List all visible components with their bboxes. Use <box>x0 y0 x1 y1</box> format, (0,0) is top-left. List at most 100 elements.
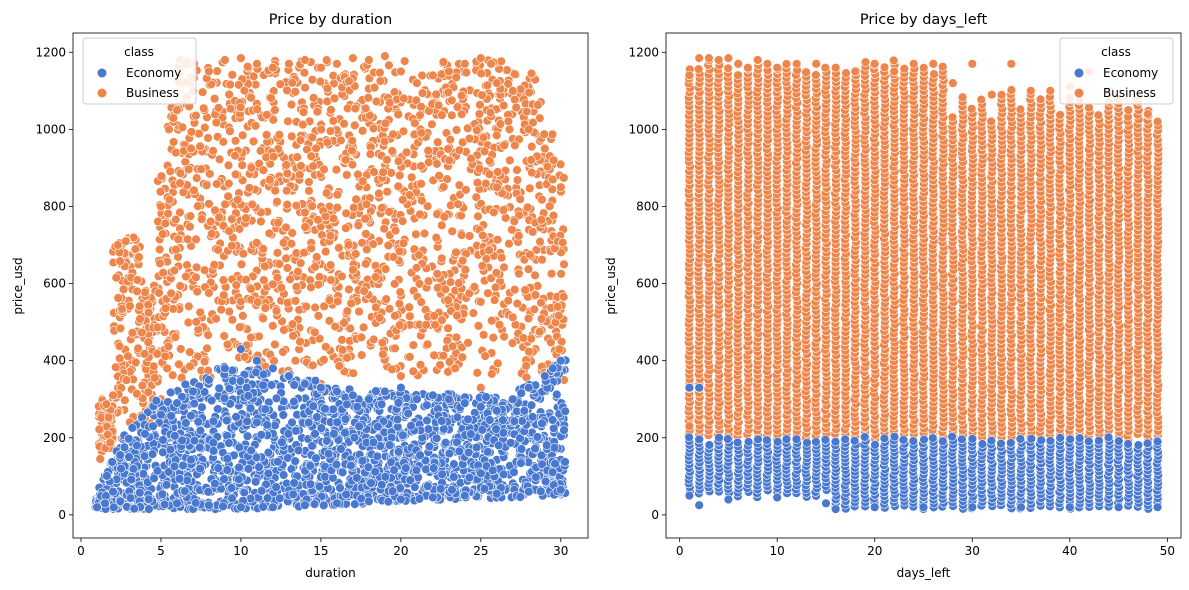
business-point <box>253 297 263 307</box>
economy-point <box>107 457 117 467</box>
business-point <box>535 113 545 123</box>
business-point <box>365 149 376 159</box>
business-point <box>481 178 491 189</box>
business-point <box>163 341 174 352</box>
economy-point <box>316 383 326 393</box>
business-point <box>422 339 433 349</box>
x-tick-label: 10 <box>233 544 248 558</box>
business-point <box>510 94 520 105</box>
business-point <box>272 248 283 258</box>
business-point <box>383 240 393 251</box>
business-point <box>416 101 426 112</box>
economy-point <box>447 485 457 495</box>
business-point <box>443 323 453 333</box>
business-point <box>155 244 165 255</box>
business-point <box>121 375 132 385</box>
business-point <box>191 110 201 121</box>
business-point <box>170 332 181 342</box>
business-point <box>270 339 280 350</box>
economy-point <box>556 356 566 366</box>
business-point <box>285 274 295 284</box>
business-point <box>539 129 549 139</box>
economy-point <box>335 483 345 493</box>
business-point <box>456 90 467 101</box>
business-point <box>370 272 381 282</box>
business-point <box>360 103 371 114</box>
business-point <box>295 169 305 180</box>
economy-point <box>479 484 490 494</box>
business-point <box>308 161 318 171</box>
business-point <box>324 295 335 305</box>
business-point <box>515 194 525 204</box>
business-point <box>108 390 118 401</box>
business-point <box>209 93 220 104</box>
business-point <box>443 295 453 305</box>
business-point <box>512 165 522 175</box>
business-point <box>378 349 388 360</box>
business-point <box>411 263 422 273</box>
business-point <box>360 214 370 224</box>
economy-point <box>336 444 346 454</box>
economy-point <box>398 430 408 441</box>
business-point <box>298 119 308 130</box>
economy-point <box>422 415 432 426</box>
business-point <box>219 290 229 300</box>
business-point <box>315 76 325 87</box>
economy-point <box>226 483 237 493</box>
economy-point <box>92 502 102 512</box>
business-point <box>163 208 173 219</box>
business-point <box>115 256 125 266</box>
business-point <box>487 315 497 326</box>
business-point <box>259 275 269 285</box>
business-point <box>319 355 329 365</box>
business-point <box>191 317 201 327</box>
business-point <box>132 389 142 399</box>
business-point <box>296 161 306 171</box>
economy-point <box>149 473 159 483</box>
business-point <box>374 188 384 199</box>
business-point <box>485 107 496 118</box>
business-point <box>222 339 233 350</box>
business-point <box>319 164 329 175</box>
business-point <box>224 89 234 100</box>
legend-marker-business <box>97 88 107 98</box>
economy-point <box>537 418 547 429</box>
economy-point <box>464 447 474 458</box>
x-tick-label: 25 <box>473 544 488 558</box>
y-tick-label: 400 <box>43 354 66 368</box>
economy-point <box>377 480 387 490</box>
business-point <box>227 315 238 325</box>
economy-point <box>370 467 380 477</box>
business-point <box>548 210 559 221</box>
legend-label-economy: Economy <box>126 66 181 80</box>
business-point <box>398 195 408 205</box>
economy-point <box>222 415 232 426</box>
business-point <box>287 228 297 238</box>
business-point <box>558 292 569 302</box>
business-point <box>417 88 428 98</box>
business-point <box>444 155 454 166</box>
business-point <box>278 347 288 357</box>
y-tick-label: 800 <box>43 199 66 213</box>
business-point <box>500 213 511 223</box>
business-point <box>171 244 181 255</box>
business-point <box>191 262 202 273</box>
business-point <box>439 182 449 192</box>
economy-point <box>415 450 425 460</box>
business-point <box>201 180 212 190</box>
economy-point <box>172 498 182 508</box>
x-tick-label: 30 <box>553 544 568 558</box>
business-point <box>464 231 475 241</box>
business-point <box>183 234 193 245</box>
business-point <box>218 275 229 285</box>
business-point <box>185 222 195 232</box>
business-point <box>350 103 360 114</box>
business-point <box>440 284 451 295</box>
business-point <box>283 116 293 127</box>
x-axis-label: duration <box>305 566 356 580</box>
business-point <box>379 136 390 147</box>
business-point <box>478 230 488 241</box>
economy-point <box>231 412 241 422</box>
business-point <box>332 59 342 69</box>
economy-point <box>289 380 299 390</box>
